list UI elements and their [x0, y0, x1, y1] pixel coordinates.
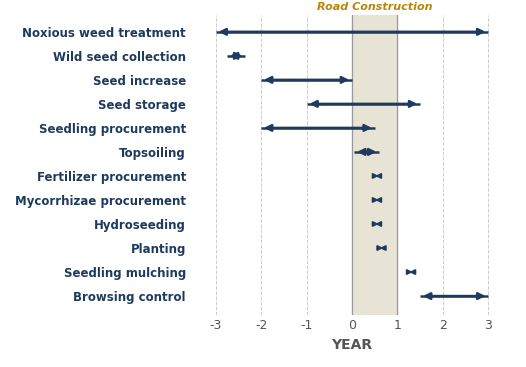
X-axis label: YEAR: YEAR: [331, 338, 372, 352]
Text: Road Construction: Road Construction: [317, 2, 432, 12]
Bar: [352, 15, 398, 315]
